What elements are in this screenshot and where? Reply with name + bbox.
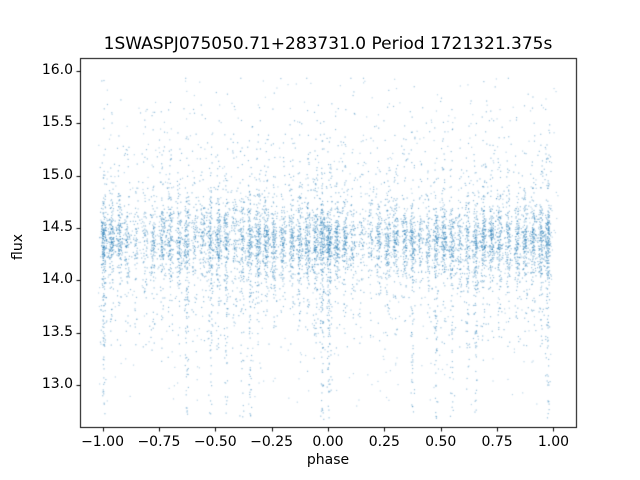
y-axis-label: flux xyxy=(10,234,26,260)
x-tick-label: −1.00 xyxy=(81,434,124,450)
x-axis-label: phase xyxy=(306,452,350,468)
y-tick-label: 13.0 xyxy=(41,376,73,393)
x-tick-label: 0.00 xyxy=(312,434,344,450)
y-tick-label: 15.0 xyxy=(41,166,73,183)
x-tick-label: 0.50 xyxy=(425,434,457,450)
y-tick-label: 13.5 xyxy=(41,323,73,340)
chart-title: 1SWASPJ075050.71+283731.0 Period 1721321… xyxy=(103,34,553,54)
x-tick-label: −0.50 xyxy=(193,434,237,450)
y-tick-label: 16.0 xyxy=(41,61,73,78)
y-tick-label: 15.5 xyxy=(41,114,73,131)
x-tick-label: 0.25 xyxy=(368,434,400,450)
y-tick-label: 14.0 xyxy=(41,271,73,288)
x-tick-label: −0.75 xyxy=(137,434,181,450)
y-tick-label: 14.5 xyxy=(41,219,73,236)
x-tick-label: 0.75 xyxy=(481,434,513,450)
x-tick-label: −0.25 xyxy=(250,434,294,450)
x-tick-label: 1.00 xyxy=(537,434,570,450)
